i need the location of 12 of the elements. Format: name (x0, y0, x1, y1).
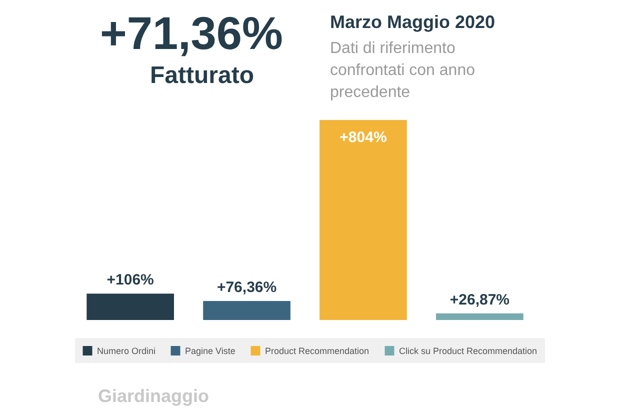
legend-label: Product Recommendation (265, 346, 370, 356)
data-label: +106% (106, 272, 154, 289)
text: Fatturato (150, 62, 254, 90)
data-label: +76,36% (216, 279, 277, 296)
chart-subtitle: Dati di riferimento confrontati con anno precedente (330, 39, 476, 103)
text: +71,36% (100, 6, 283, 60)
legend-label: Numero Ordini (97, 346, 156, 356)
legend-label: Pagine Viste (185, 346, 236, 356)
data-label: +26,87% (450, 291, 510, 308)
chart-title: Marzo Maggio 2020 (330, 12, 496, 33)
data-label: +804% (340, 129, 387, 146)
legend-label: Click su Product Recommendation (399, 346, 538, 356)
